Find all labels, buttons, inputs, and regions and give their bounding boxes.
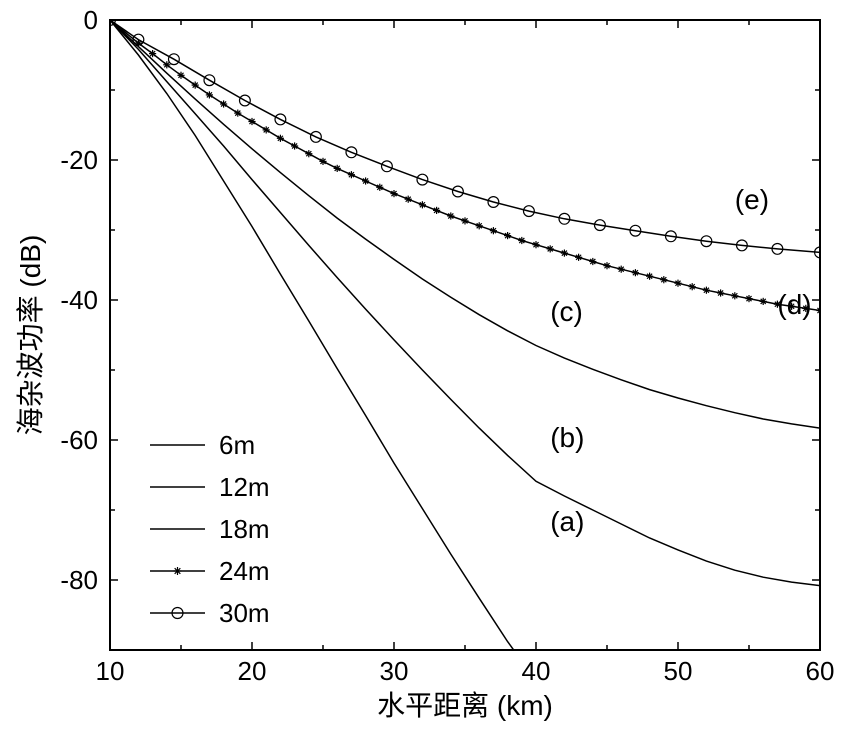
star-marker — [174, 567, 182, 575]
star-marker — [504, 232, 511, 239]
x-tick-label: 40 — [522, 656, 551, 686]
star-marker — [348, 171, 355, 178]
x-tick-label: 50 — [664, 656, 693, 686]
star-marker — [632, 269, 639, 276]
star-marker — [149, 50, 156, 57]
curve-label-c: (c) — [550, 296, 583, 327]
star-marker — [674, 280, 681, 287]
legend-label: 6m — [219, 430, 255, 460]
y-tick-label: -80 — [60, 565, 98, 595]
star-marker — [305, 150, 312, 157]
curve-label-e: (e) — [735, 184, 769, 215]
legend: 6m 12m 18m 24m 30m — [150, 430, 270, 628]
star-marker — [589, 258, 596, 265]
star-marker — [433, 207, 440, 214]
star-marker — [376, 184, 383, 191]
series-d — [110, 20, 820, 311]
star-marker — [277, 135, 284, 142]
x-tick-label: 60 — [806, 656, 835, 686]
star-marker — [618, 266, 625, 273]
star-marker — [405, 196, 412, 203]
star-marker — [689, 283, 696, 290]
legend-label: 30m — [219, 598, 270, 628]
star-marker — [575, 254, 582, 261]
star-marker — [334, 165, 341, 172]
x-axis-label: 水平距离 (km) — [377, 690, 553, 721]
x-tick-label: 30 — [380, 656, 409, 686]
series-b — [110, 20, 820, 586]
star-marker — [717, 289, 724, 296]
plot-group — [105, 15, 826, 671]
legend-label: 24m — [219, 556, 270, 586]
star-marker — [291, 142, 298, 149]
star-marker — [234, 110, 241, 117]
star-marker — [461, 217, 468, 224]
legend-label: 12m — [219, 472, 270, 502]
star-marker — [248, 118, 255, 125]
star-marker — [177, 72, 184, 79]
star-marker — [419, 201, 426, 208]
y-tick-label: -40 — [60, 285, 98, 315]
star-marker — [603, 262, 610, 269]
star-marker — [206, 91, 213, 98]
star-marker — [476, 222, 483, 229]
star-marker — [547, 245, 554, 252]
star-marker — [703, 287, 710, 294]
x-tick-label: 20 — [238, 656, 267, 686]
star-marker — [816, 307, 823, 314]
curve-label-d: (d) — [777, 289, 811, 320]
star-marker — [390, 190, 397, 197]
legend-label: 18m — [219, 514, 270, 544]
star-marker — [532, 241, 539, 248]
star-marker — [490, 227, 497, 234]
star-marker — [760, 298, 767, 305]
star-marker — [263, 126, 270, 133]
star-marker — [447, 212, 454, 219]
y-tick-label: -60 — [60, 425, 98, 455]
series-a — [110, 20, 529, 671]
y-axis-label: 海杂波功率 (dB) — [15, 235, 46, 436]
y-tick-label: 0 — [84, 5, 98, 35]
star-marker — [319, 158, 326, 165]
star-marker — [646, 273, 653, 280]
chart-container: 10 20 30 40 50 60 0 -20 -40 -60 -80 水平距离 (km) 海杂波功率 … — [0, 0, 864, 729]
star-marker — [518, 237, 525, 244]
y-tick-label: -20 — [60, 145, 98, 175]
star-marker — [561, 250, 568, 257]
star-marker — [220, 100, 227, 107]
star-marker — [192, 82, 199, 89]
x-tick-label: 10 — [96, 656, 125, 686]
star-marker — [362, 177, 369, 184]
curve-label-b: (b) — [550, 422, 584, 453]
star-marker — [731, 292, 738, 299]
star-marker — [660, 276, 667, 283]
curve-label-a: (a) — [550, 506, 584, 537]
chart-svg: 10 20 30 40 50 60 0 -20 -40 -60 -80 水平距离 (km) 海杂波功率 … — [0, 0, 864, 729]
plot-border — [110, 20, 820, 650]
star-marker — [745, 295, 752, 302]
